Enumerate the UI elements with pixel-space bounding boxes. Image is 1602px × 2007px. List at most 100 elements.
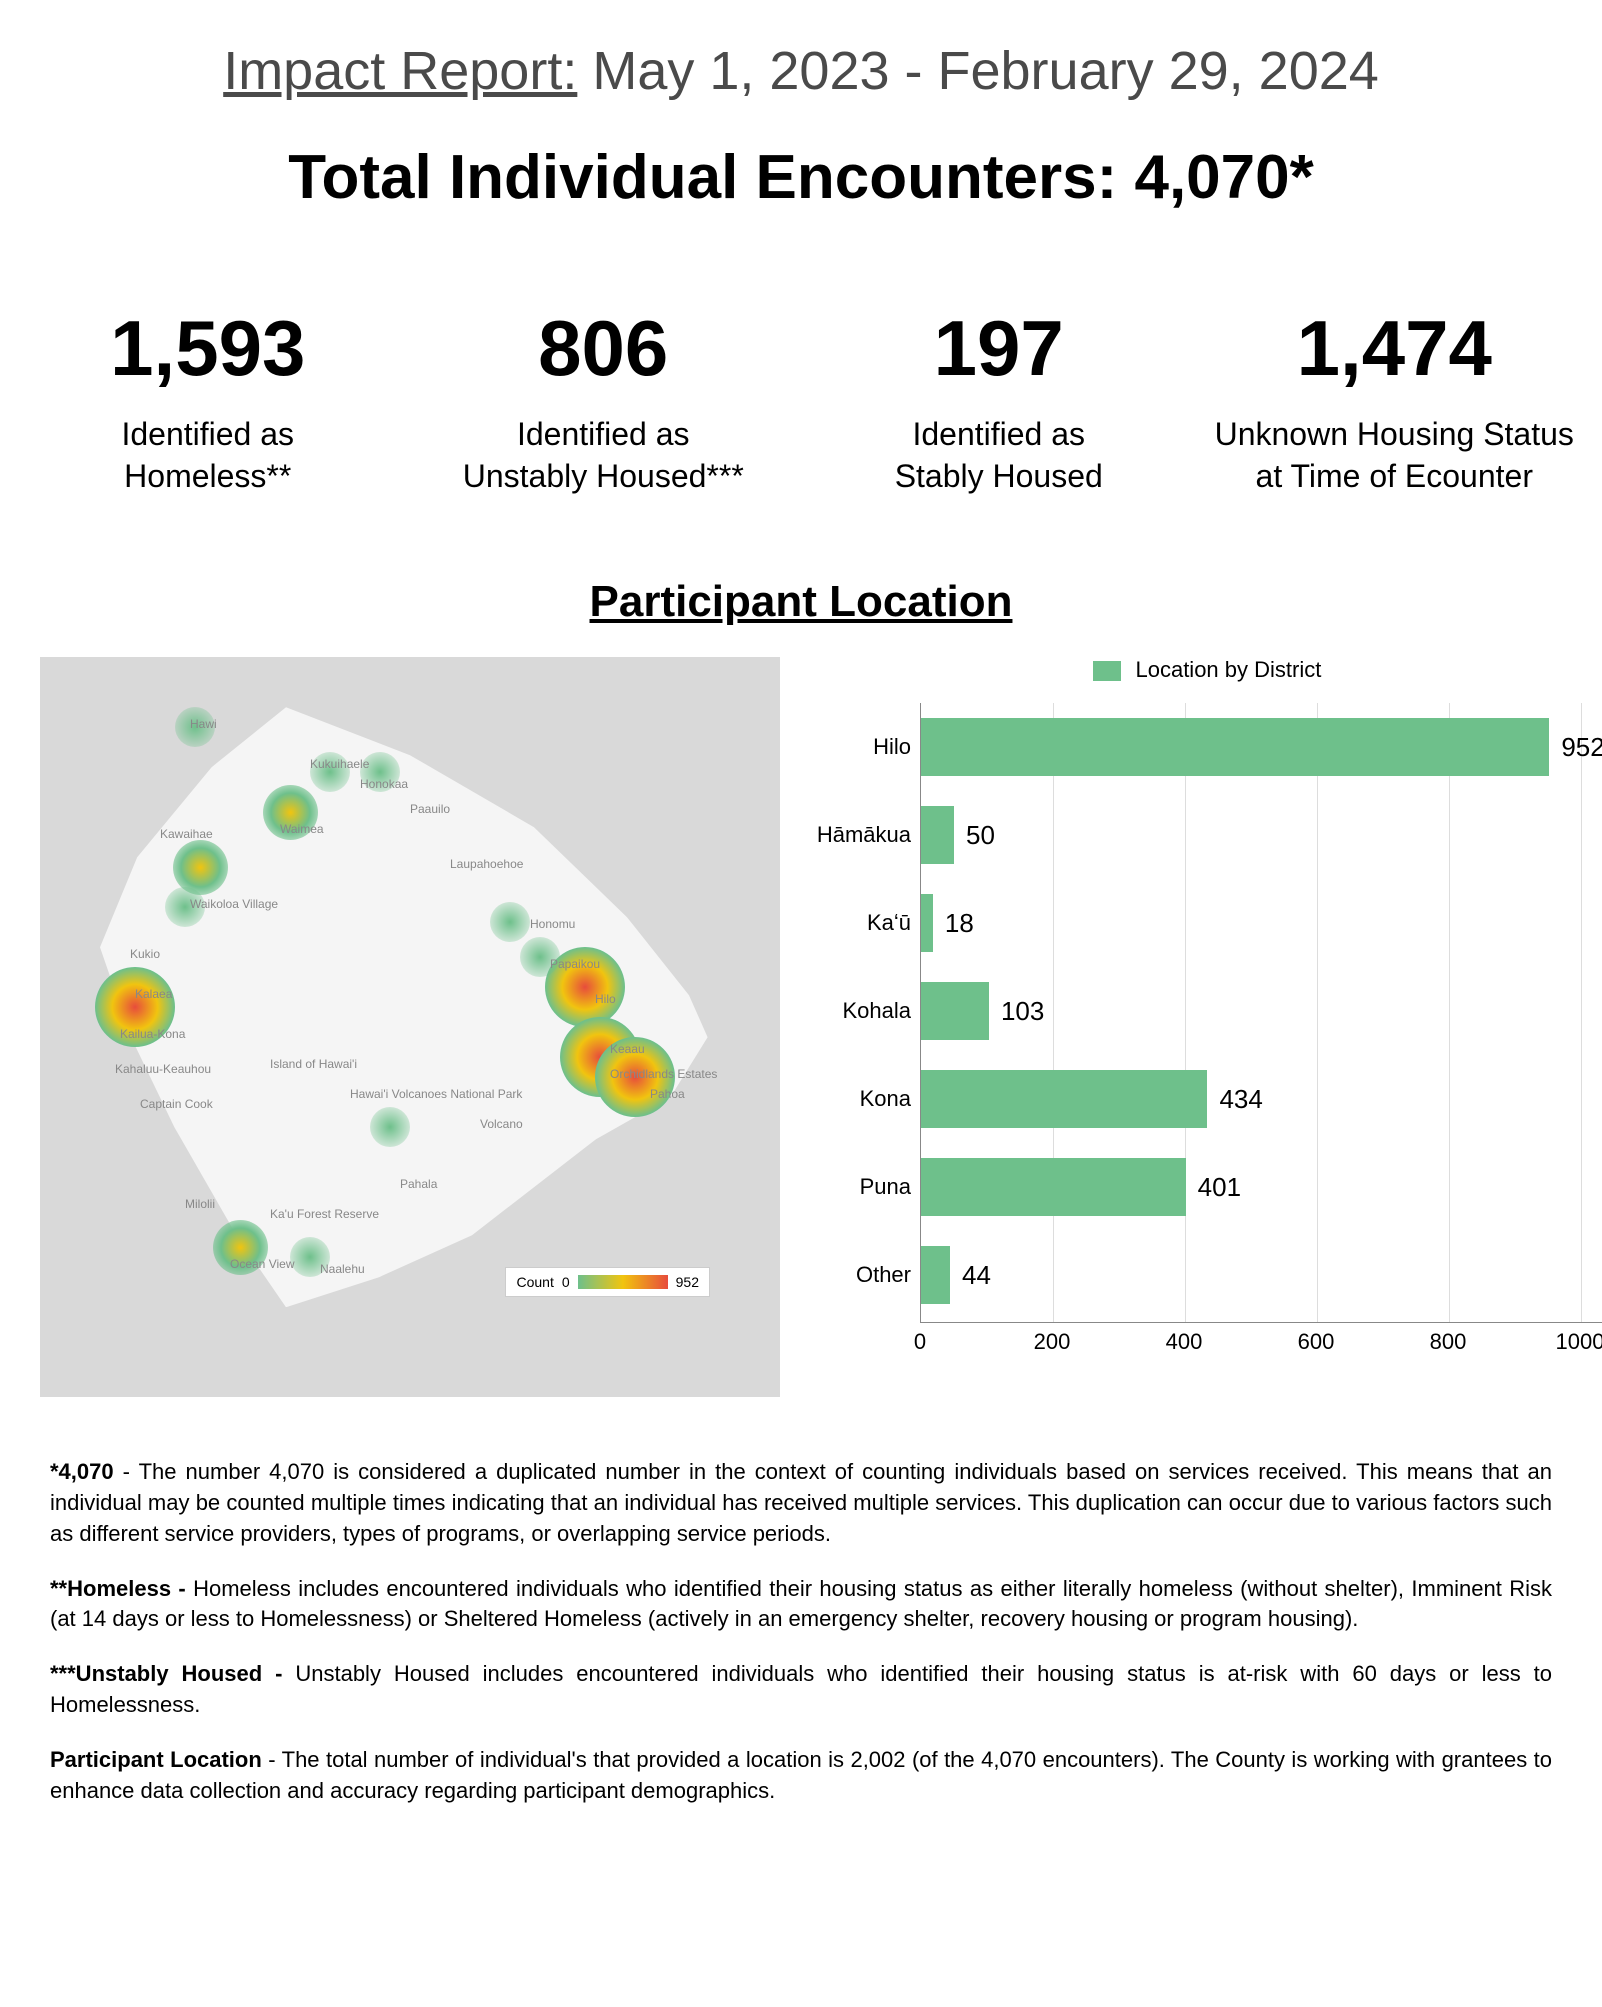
map-place-label: Paauilo (410, 802, 450, 816)
bar-fill (921, 1158, 1186, 1216)
stats-row: 1,593Identified as Homeless**806Identifi… (20, 303, 1582, 497)
bar-category: Hāmākua (811, 822, 911, 848)
chart-legend-swatch (1093, 661, 1121, 681)
island-shape (100, 707, 720, 1307)
map-place-label: Kalaea (135, 987, 172, 1001)
map-place-label: Hawi (190, 717, 217, 731)
chart-xtick: 200 (1034, 1329, 1071, 1355)
subtitle-value: 4,070* (1134, 143, 1313, 212)
map-place-label: Pahala (400, 1177, 437, 1191)
map-place-label: Kukuihaele (310, 757, 369, 771)
bar-fill (921, 806, 954, 864)
bar-category: Kona (811, 1086, 911, 1112)
map-place-label: Kukio (130, 947, 160, 961)
footnote-1: *4,070 - The number 4,070 is considered … (50, 1457, 1552, 1549)
bar-category: Puna (811, 1174, 911, 1200)
heatmap-hotspot (490, 902, 530, 942)
stat-0: 1,593 Identified as Homeless** (20, 303, 396, 497)
stat-label: Unknown Housing Status at Time of Ecount… (1207, 414, 1583, 497)
bar-fill (921, 1246, 950, 1304)
footnote-2-body: Homeless includes encountered individual… (50, 1576, 1552, 1632)
chart-xtick: 600 (1298, 1329, 1335, 1355)
map-place-label: Ocean View (230, 1257, 294, 1271)
footnote-2-lead: **Homeless - (50, 1576, 186, 1601)
map-place-label: Kailua-Kona (120, 1027, 185, 1041)
map-place-label: Naalehu (320, 1262, 365, 1276)
bar-value: 44 (962, 1260, 991, 1291)
footnote-3-lead: ***Unstably Housed - (50, 1661, 282, 1686)
map-place-label: Milolii (185, 1197, 215, 1211)
bar-value: 434 (1219, 1084, 1262, 1115)
map-place-label: Kahaluu-Keauhou (115, 1062, 211, 1076)
map-place-label: Laupahoehoe (450, 857, 523, 871)
stat-value: 197 (811, 303, 1187, 394)
map-place-label: Pahoa (650, 1087, 685, 1101)
map-place-label: Volcano (480, 1117, 523, 1131)
bar-category: Kaʻū (811, 910, 911, 936)
stat-1: 806 Identified as Unstably Housed*** (416, 303, 792, 497)
page-title: Impact Report: May 1, 2023 - February 29… (20, 40, 1582, 102)
map-place-label: Ka'u Forest Reserve (270, 1207, 379, 1221)
footnote-1-lead: *4,070 (50, 1459, 114, 1484)
map-place-label: Honomu (530, 917, 575, 931)
bar-row: Kaʻū18 (921, 879, 1602, 967)
bar-value: 50 (966, 820, 995, 851)
stat-value: 1,474 (1207, 303, 1583, 394)
map-place-label: Kawaihae (160, 827, 213, 841)
map-place-label: Honokaa (360, 777, 408, 791)
map-place-label: Island of Hawai'i (270, 1057, 357, 1071)
stat-value: 1,593 (20, 303, 396, 394)
map-legend-min: 0 (562, 1274, 570, 1290)
footnote-4: Participant Location - The total number … (50, 1745, 1552, 1807)
map-legend-label: Count (516, 1274, 553, 1290)
chart-legend-label: Location by District (1135, 657, 1321, 682)
bar-row: Hilo952 (921, 703, 1602, 791)
bar-fill (921, 1070, 1207, 1128)
footnote-3: ***Unstably Housed - Unstably Housed inc… (50, 1659, 1552, 1721)
bar-row: Hāmākua50 (921, 791, 1602, 879)
map-place-label: Hilo (595, 992, 616, 1006)
bar-value: 18 (945, 908, 974, 939)
bar-category: Hilo (811, 734, 911, 760)
stat-label: Identified as Stably Housed (811, 414, 1187, 497)
bar-value: 103 (1001, 996, 1044, 1027)
subtitle-prefix: Total Individual Encounters: (288, 143, 1134, 212)
map-place-label: Hawai'i Volcanoes National Park (350, 1087, 522, 1101)
section-title-location: Participant Location (20, 577, 1582, 627)
map-place-label: Keaau (610, 1042, 645, 1056)
bar-value: 401 (1198, 1172, 1241, 1203)
stat-label: Identified as Unstably Housed*** (416, 414, 792, 497)
map-legend-max: 952 (676, 1274, 699, 1290)
bar-row: Kohala103 (921, 967, 1602, 1055)
chart-plot-area: Hilo952Hāmākua50Kaʻū18Kohala103Kona434Pu… (920, 703, 1602, 1323)
bar-row: Puna401 (921, 1143, 1602, 1231)
chart-legend: Location by District (810, 657, 1602, 683)
chart-xtick: 800 (1430, 1329, 1467, 1355)
viz-row: Count 0 952 Hawi Kukuihaele Honokaa Kawaiha… (20, 657, 1582, 1397)
map-place-label: Waimea (280, 822, 324, 836)
title-range: May 1, 2023 - February 29, 2024 (577, 41, 1378, 101)
footnote-4-lead: Participant Location (50, 1747, 262, 1772)
district-chart: Location by District Hilo952Hāmākua50Kaʻ… (810, 657, 1602, 1397)
heatmap: Count 0 952 Hawi Kukuihaele Honokaa Kawaiha… (40, 657, 780, 1397)
bar-fill (921, 982, 989, 1040)
bar-value: 952 (1561, 732, 1602, 763)
bar-row: Kona434 (921, 1055, 1602, 1143)
footnotes: *4,070 - The number 4,070 is considered … (20, 1437, 1582, 1850)
subtitle: Total Individual Encounters: 4,070* (20, 142, 1582, 213)
chart-xtick: 0 (914, 1329, 926, 1355)
footnote-2: **Homeless - Homeless includes encounter… (50, 1574, 1552, 1636)
stat-2: 197 Identified as Stably Housed (811, 303, 1187, 497)
map-place-label: Waikoloa Village (190, 897, 278, 911)
stat-value: 806 (416, 303, 792, 394)
title-prefix: Impact Report: (223, 41, 577, 101)
stat-3: 1,474 Unknown Housing Status at Time of E… (1207, 303, 1583, 497)
heatmap-hotspot (370, 1107, 410, 1147)
stat-label: Identified as Homeless** (20, 414, 396, 497)
map-place-label: Orchidlands Estates (610, 1067, 717, 1081)
bar-category: Other (811, 1262, 911, 1288)
map-place-label: Captain Cook (140, 1097, 213, 1111)
map-place-label: Papaikou (550, 957, 600, 971)
chart-xtick: 1000 (1556, 1329, 1602, 1355)
footnote-4-body: - The total number of individual's that … (50, 1747, 1552, 1803)
